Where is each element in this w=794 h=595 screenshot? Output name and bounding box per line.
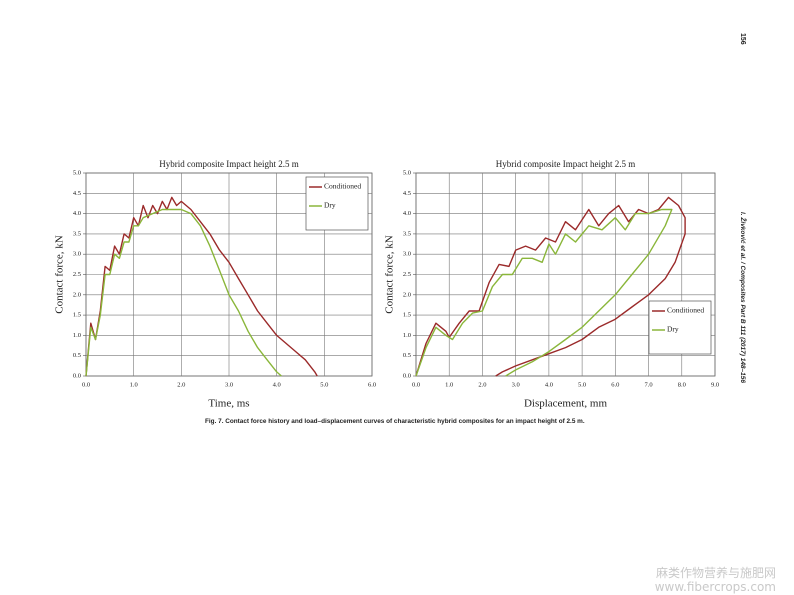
legend-label: Conditioned [324, 182, 361, 191]
y-tick-label: 3.0 [403, 251, 411, 258]
y-tick-label: 4.5 [403, 190, 411, 197]
x-axis-label: Displacement, mm [524, 398, 608, 410]
x-tick-label: 2.0 [478, 381, 486, 388]
watermark-line: www.fibercrops.com [654, 580, 776, 594]
x-tick-label: 1.0 [445, 381, 453, 388]
y-tick-label: 0.5 [73, 352, 81, 359]
y-tick-label: 1.5 [403, 312, 411, 319]
y-tick-label: 2.0 [403, 291, 411, 298]
data-line [415, 208, 673, 377]
x-tick-label: 3.0 [225, 381, 233, 388]
y-tick-label: 3.0 [73, 251, 81, 258]
x-tick-label: 9.0 [711, 381, 719, 388]
y-tick-label: 1.0 [73, 332, 81, 339]
y-tick-label: 0.0 [403, 372, 411, 379]
chart-title: Hybrid composite Impact height 2.5 m [496, 159, 635, 169]
x-tick-label: 6.0 [368, 381, 376, 388]
legend-label: Dry [667, 325, 679, 334]
y-tick-label: 3.5 [73, 230, 81, 237]
y-tick-label: 3.5 [403, 230, 411, 237]
y-tick-label: 1.5 [73, 312, 81, 319]
y-tick-label: 5.0 [73, 169, 81, 176]
legend-box [648, 300, 712, 355]
y-tick-label: 4.0 [73, 210, 81, 217]
x-tick-label: 0.0 [412, 381, 420, 388]
figure-caption: Fig. 7. Contact force history and load–d… [205, 418, 585, 425]
x-tick-label: 3.0 [512, 381, 520, 388]
x-tick-label: 8.0 [678, 381, 686, 388]
y-tick-label: 2.0 [73, 291, 81, 298]
watermark-line: 麻类作物营养与施肥网 [655, 566, 776, 580]
y-tick-label: 1.0 [403, 332, 411, 339]
x-tick-label: 2.0 [177, 381, 185, 388]
x-tick-label: 7.0 [644, 381, 652, 388]
legend-label: Dry [324, 201, 336, 210]
y-tick-label: 0.5 [403, 352, 411, 359]
chart-title: Hybrid composite Impact height 2.5 m [159, 159, 298, 169]
x-tick-label: 1.0 [130, 381, 138, 388]
y-tick-label: 4.5 [73, 190, 81, 197]
data-line [85, 208, 282, 377]
x-axis-label: Time, ms [208, 398, 249, 410]
legend-box [305, 176, 369, 231]
y-tick-label: 0.0 [73, 372, 81, 379]
legend-label: Conditioned [667, 306, 704, 315]
x-tick-label: 5.0 [578, 381, 586, 388]
watermark: 麻类作物营养与施肥网 www.fibercrops.com [655, 566, 776, 594]
x-tick-label: 0.0 [82, 381, 90, 388]
x-tick-label: 5.0 [320, 381, 328, 388]
x-tick-label: 4.0 [273, 381, 281, 388]
x-tick-label: 6.0 [611, 381, 619, 388]
y-tick-label: 2.5 [73, 271, 81, 278]
y-axis-label: Contact force, kN [54, 235, 66, 314]
y-tick-label: 2.5 [403, 271, 411, 278]
y-axis-label: Contact force, kN [384, 235, 396, 314]
y-tick-label: 5.0 [403, 169, 411, 176]
data-line [85, 196, 318, 377]
x-tick-label: 4.0 [545, 381, 553, 388]
y-tick-label: 4.0 [403, 210, 411, 217]
